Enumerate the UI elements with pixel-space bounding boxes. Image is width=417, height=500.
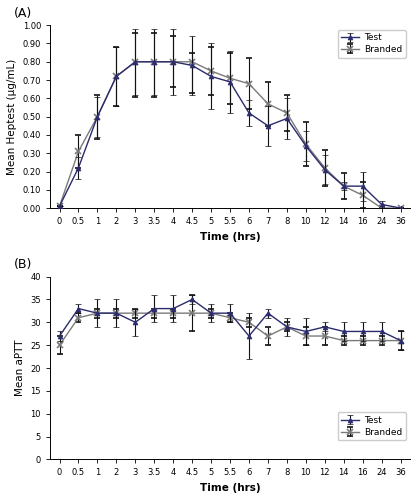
Y-axis label: Mean aPTT: Mean aPTT	[15, 340, 25, 396]
X-axis label: Time (hrs): Time (hrs)	[200, 483, 260, 493]
Y-axis label: Mean Heptest (µg/mL): Mean Heptest (µg/mL)	[7, 58, 17, 175]
Text: (A): (A)	[14, 6, 32, 20]
X-axis label: Time (hrs): Time (hrs)	[200, 232, 260, 241]
Text: (B): (B)	[14, 258, 33, 271]
Legend: Test, Branded: Test, Branded	[337, 412, 406, 440]
Legend: Test, Branded: Test, Branded	[337, 30, 406, 58]
